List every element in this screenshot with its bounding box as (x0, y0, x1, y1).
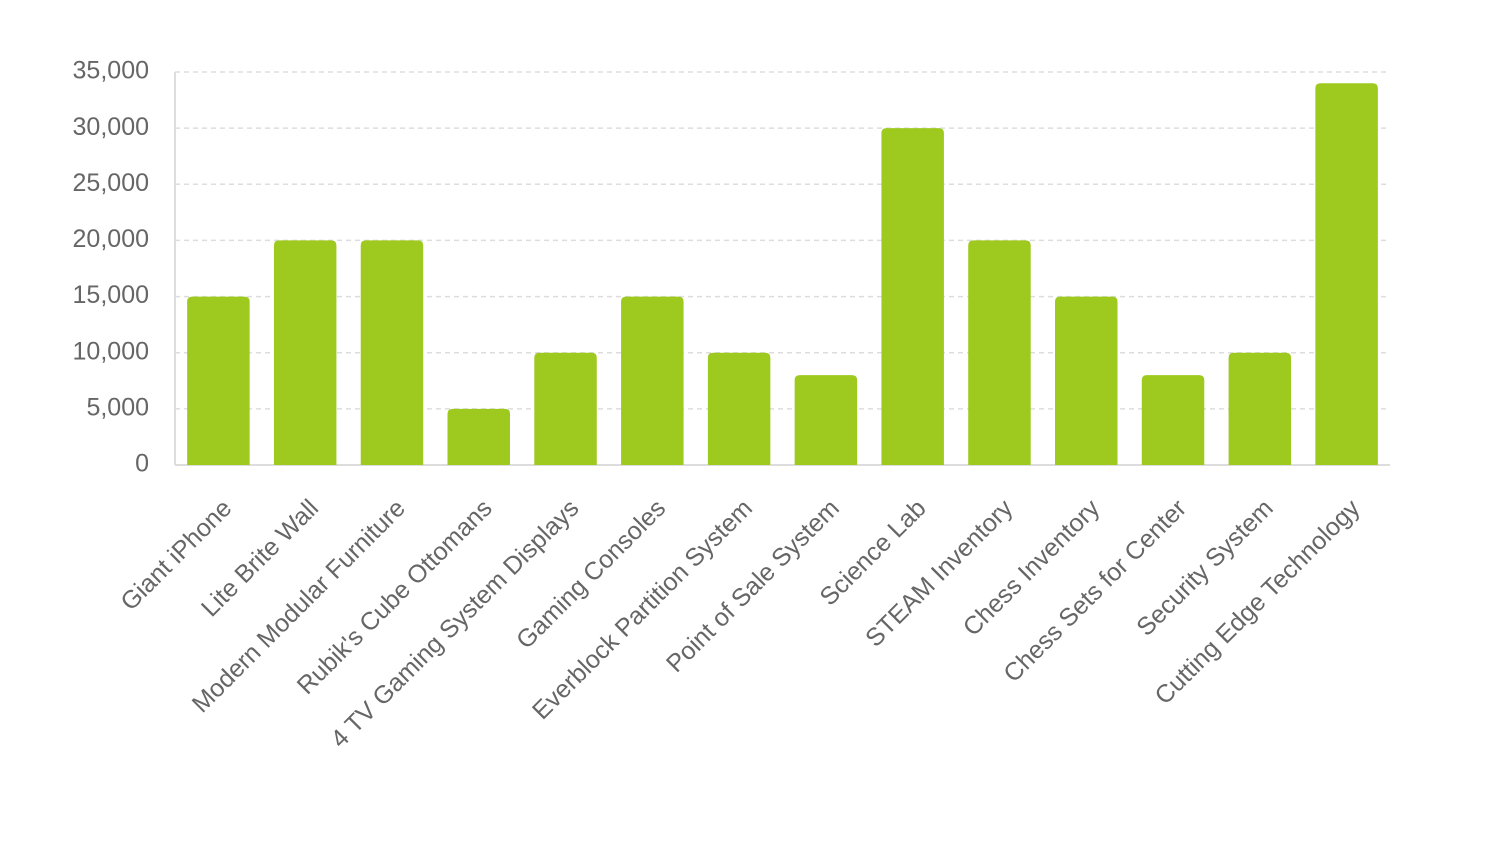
bar (447, 408, 510, 465)
y-tick-label: 35,000 (73, 57, 149, 85)
bar (794, 375, 858, 465)
y-tick-label: 30,000 (73, 113, 149, 141)
bar (1315, 83, 1378, 465)
bar (534, 352, 597, 465)
y-tick-label: 5,000 (86, 393, 149, 421)
bar (360, 240, 424, 465)
bar (187, 296, 250, 465)
x-tick-label: STEAM Inventory (860, 494, 1019, 653)
y-tick-label: 25,000 (73, 169, 149, 197)
bar (273, 240, 337, 465)
bar (621, 296, 684, 465)
bar (1055, 296, 1118, 465)
bar (968, 240, 1031, 465)
y-tick-label: 0 (135, 450, 149, 478)
x-tick-label: Gaming Consoles (511, 494, 671, 654)
y-tick-label: 20,000 (73, 225, 149, 253)
x-tick-label: Point of Sale System (661, 494, 845, 678)
y-tick-label: 10,000 (73, 337, 149, 365)
bar (881, 128, 944, 465)
bar (1141, 375, 1205, 465)
bar (1228, 352, 1292, 465)
bar (707, 352, 771, 465)
y-tick-label: 15,000 (73, 281, 149, 309)
